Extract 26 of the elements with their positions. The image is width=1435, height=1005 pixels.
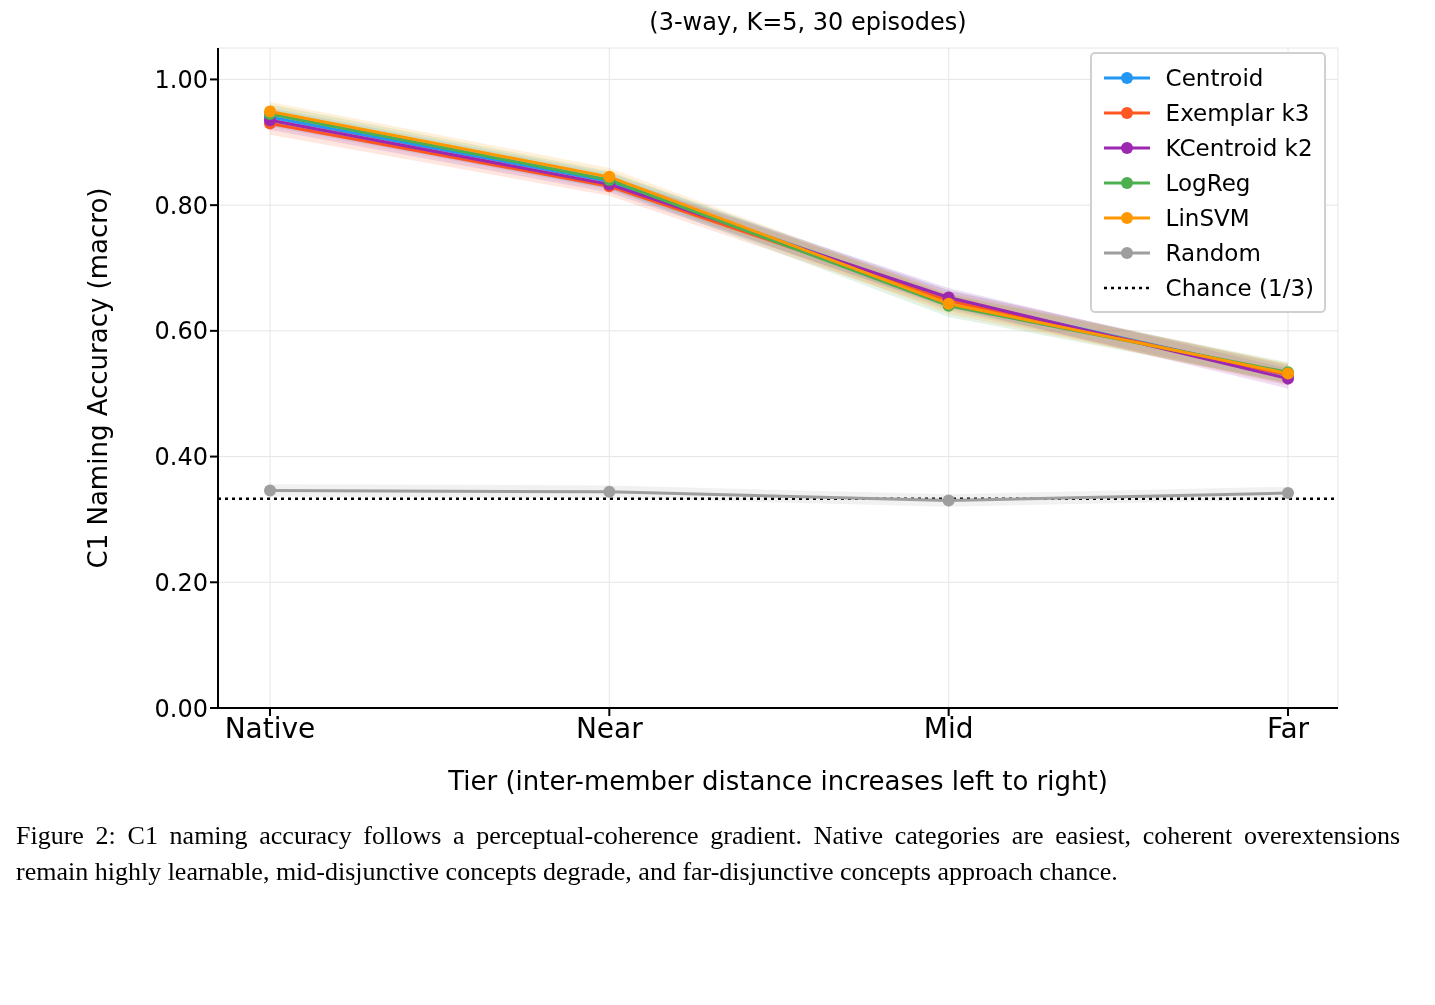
point — [264, 484, 276, 497]
chart-title: (3-way, K=5, 30 episodes) — [648, 8, 968, 38]
y-tick-label: 0.20 — [154, 568, 208, 597]
y-axis-title: C1 Naming Accuracy (macro) — [83, 187, 114, 569]
point — [1282, 487, 1294, 500]
legend-label: KCentroid k2 — [1165, 134, 1313, 161]
x-tick-label: Far — [1266, 711, 1310, 745]
y-tick-label: 0.00 — [154, 694, 208, 723]
legend-label: Exemplar k3 — [1165, 99, 1310, 126]
x-tick-label: Native — [224, 711, 316, 745]
point — [603, 170, 616, 183]
legend-label: Random — [1165, 239, 1261, 266]
legend-label: Chance (1/3) — [1165, 274, 1314, 301]
x-tick-label: Near — [575, 711, 644, 745]
legend-label: LogReg — [1165, 169, 1251, 196]
y-tick-label: 1.00 — [154, 65, 208, 94]
point — [603, 485, 616, 498]
caption: Figure 2: C1 naming accuracy follows a perceptual-coherence gradient. Native categories are easiest, coherent overextensions remain highly learnable, mid-disjunctive concepts degrade, and far-disjunctive concepts approach chance. — [16, 820, 1400, 888]
y-tick-label: 0.60 — [154, 317, 208, 346]
point — [942, 494, 955, 507]
legend-label: Centroid — [1165, 64, 1264, 91]
legend-label: LinSVM — [1165, 204, 1250, 231]
x-tick-label: Mid — [923, 711, 974, 745]
y-tick-label: 0.80 — [154, 191, 208, 220]
y-tick-label: 0.40 — [154, 443, 208, 472]
x-axis-title: Tier (inter-member distance increases left to right) — [447, 766, 1108, 796]
